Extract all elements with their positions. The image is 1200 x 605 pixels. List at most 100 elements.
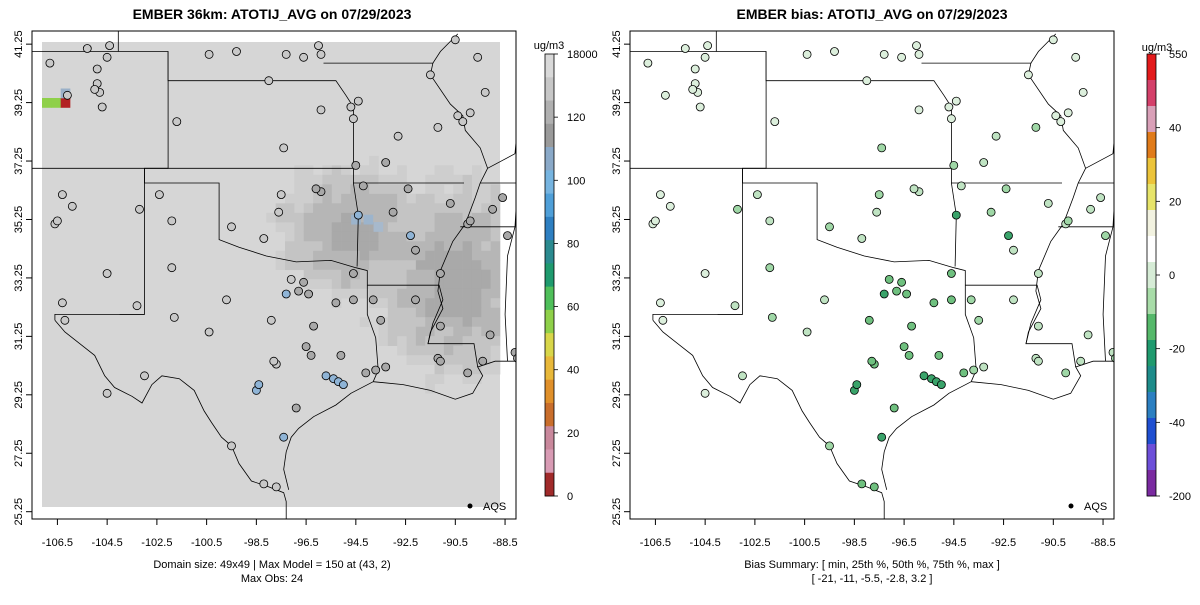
aqs-station-marker (1034, 269, 1043, 278)
grid-cell (303, 269, 314, 280)
aqs-station-marker (348, 269, 358, 278)
y-tick-label: 37.25 (13, 147, 25, 175)
grid-cell (387, 336, 398, 346)
grid-cell (331, 174, 342, 185)
grid-cell (443, 269, 454, 280)
y-tick-label: 27.25 (611, 439, 623, 467)
grid-cell (406, 298, 417, 309)
grid-cell (415, 317, 426, 327)
aqs-station-marker (232, 47, 241, 56)
grid-cell (425, 374, 435, 384)
aqs-station-marker (944, 102, 954, 112)
grid-cell (378, 260, 389, 271)
grid-cell (378, 279, 389, 290)
colorbar-swatch (545, 402, 554, 427)
grid-cell (453, 193, 463, 204)
aqs-station-marker (169, 312, 179, 322)
state-border (487, 153, 516, 169)
aqs-station-marker (227, 441, 236, 451)
y-tick-label: 39.25 (611, 89, 623, 117)
grid-cell (378, 193, 389, 204)
aqs-station-marker (914, 105, 924, 115)
grid-cell (406, 355, 417, 365)
colorbar-label: 20 (1169, 196, 1181, 208)
colorbar-frame (544, 53, 555, 497)
grid-cell (359, 241, 370, 252)
aqs-station-marker (266, 315, 276, 325)
grid-cell (397, 165, 407, 176)
aqs-station-marker (291, 403, 301, 413)
aqs-station-marker (767, 312, 777, 322)
grid-cell (387, 269, 398, 280)
y-tick-label: 29.25 (13, 381, 25, 409)
aqs-station-marker (658, 315, 668, 325)
grid-cell (397, 174, 407, 185)
grid-cell (406, 250, 417, 261)
aqs-station-marker (102, 388, 112, 398)
grid-cell (471, 374, 482, 384)
aqs-station-marker (63, 90, 72, 100)
aqs-station-marker (1009, 295, 1018, 305)
grid-cell (322, 241, 333, 252)
colorbar-label: 20 (567, 428, 579, 440)
colorbar-swatch (545, 147, 554, 171)
grid-cell (313, 212, 323, 223)
grid-cell (322, 203, 333, 214)
grid-cell (481, 222, 491, 233)
grid-cell (369, 212, 379, 223)
grid-cell (331, 212, 342, 223)
state-border (367, 284, 479, 368)
grid-cell (415, 260, 426, 271)
grid-cell (387, 298, 398, 309)
aqs-station-marker (872, 207, 882, 217)
grid-cell (341, 193, 351, 204)
grid-cell (350, 184, 361, 195)
grid-cell (481, 269, 491, 280)
aqs-station-marker (45, 58, 55, 68)
aqs-station-marker (869, 482, 879, 492)
colorbar-swatch (545, 263, 554, 288)
aqs-station-marker (411, 245, 420, 255)
grid-cell (350, 250, 361, 261)
grid-cell (453, 345, 463, 356)
grid-cell (397, 336, 407, 346)
aqs-station-marker (222, 295, 231, 305)
aqs-station-marker (102, 52, 112, 62)
right-map-background (630, 31, 1114, 519)
aqs-station-marker (458, 117, 468, 126)
grid-cell (434, 241, 445, 252)
grid-cell (303, 250, 314, 261)
grid-cell (490, 241, 501, 252)
aqs-station-marker (1056, 117, 1066, 126)
grid-cell-hotspot (60, 98, 71, 108)
grid-cell (369, 193, 379, 204)
grid-cell (415, 212, 426, 223)
grid-cell (294, 203, 305, 214)
grid-cell (434, 374, 445, 384)
grid-cell (313, 269, 323, 280)
grid-cell (285, 193, 295, 204)
aqs-station-marker (348, 295, 358, 305)
aqs-station-marker (867, 356, 877, 366)
state-border (630, 167, 1062, 184)
grid-cell (490, 184, 501, 195)
grid-cell (471, 269, 482, 280)
left-x-axis: -106.5 -104.5 -102.5 -100.5 -98.5 -96.5 -94.5 -… (42, 519, 518, 549)
grid-cell (462, 326, 473, 337)
grid-cell (453, 250, 463, 261)
colorbar-swatch (1147, 470, 1156, 497)
colorbar-swatch (545, 379, 554, 404)
aqs-station-marker (82, 44, 92, 53)
aqs-station-marker (947, 114, 956, 124)
x-tick-label: -88.5 (1091, 537, 1116, 549)
x-tick-label: -102.5 (141, 537, 172, 549)
colorbar-swatch (1147, 288, 1156, 315)
grid-cell (425, 317, 435, 327)
grid-cell (359, 193, 370, 204)
state-border (652, 168, 743, 321)
grid-cell (373, 222, 384, 232)
grid-cell (341, 250, 351, 261)
grid-cell (341, 165, 351, 176)
aqs-station-marker (473, 52, 483, 62)
grid-cell (453, 307, 463, 318)
